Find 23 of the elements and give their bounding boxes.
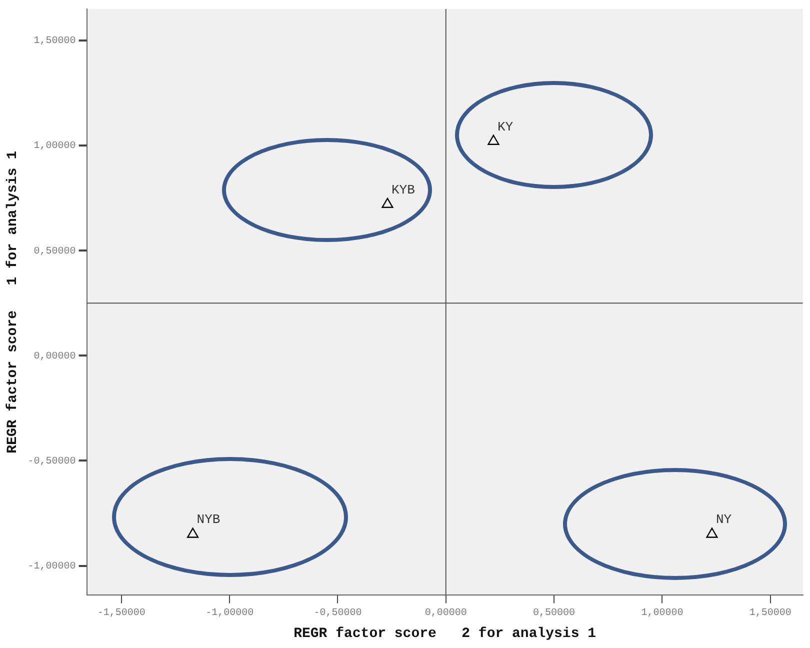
x-tick-label: 1,50000 [749,608,792,619]
annotation: KY [497,119,514,134]
annotation: NY [716,512,732,528]
point [488,134,500,145]
y-tick-label: -0,50000 [28,456,76,468]
x-tick-label: -1,50000 [97,608,146,619]
point [706,528,718,538]
y-tick-label: 0,50000 [34,246,76,258]
x-tick-label: 1,00000 [641,608,684,619]
annotation: KYB [391,182,416,198]
y-tick-label: 1,00000 [34,141,76,152]
x-axis-title: REGR factor score 2 for analysis 1 [294,626,596,642]
point [382,198,394,208]
x-tick-label: 0,00000 [424,608,467,619]
y-axis-title: REGR factor score 1 for analysis 1 [4,150,21,454]
x-tick-label: -1,00000 [206,608,254,619]
x-tick-label: 0,50000 [533,608,576,619]
annotation: NYB [196,512,220,528]
x-tick-label: -0,50000 [314,608,362,619]
y-tick-label: 1,50000 [34,36,76,48]
point [187,528,199,538]
y-tick-label: 0,00000 [34,351,76,362]
y-tick-label: -1,00000 [28,561,76,572]
